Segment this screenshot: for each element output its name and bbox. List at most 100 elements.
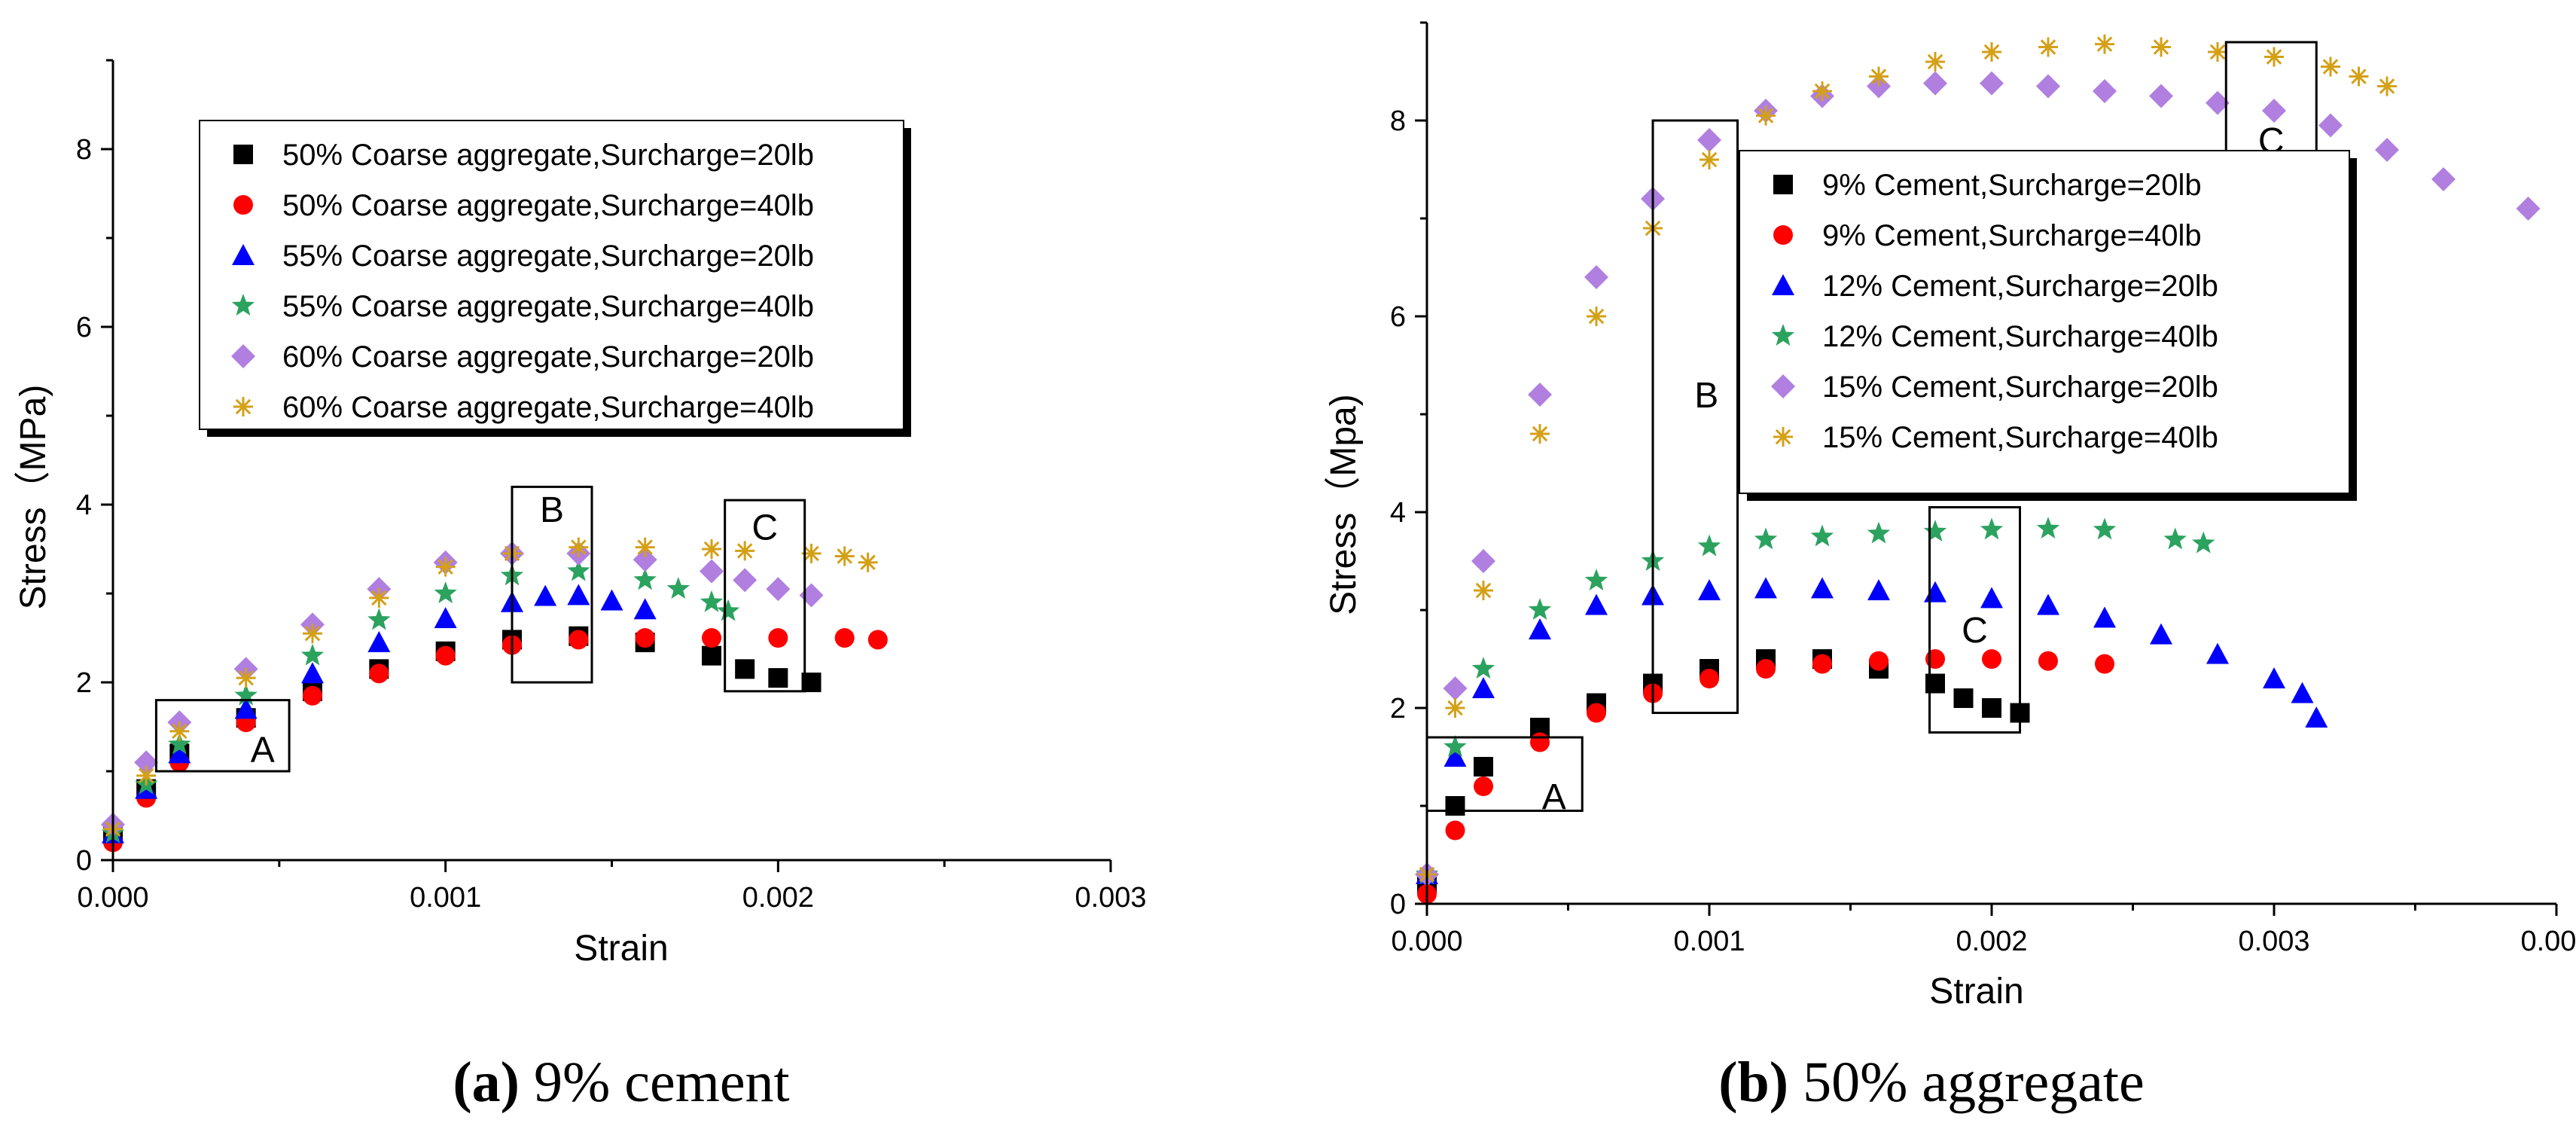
data-point — [2377, 76, 2397, 96]
series-1 — [103, 628, 888, 853]
data-point — [1697, 128, 1721, 152]
region-box-label: A — [251, 731, 275, 770]
data-point — [666, 577, 690, 600]
data-point — [2093, 606, 2116, 628]
data-point — [534, 584, 557, 606]
chart-a-x-axis-title: Strain — [574, 929, 668, 969]
y-tick-label: 4 — [1390, 497, 1406, 529]
data-point — [136, 765, 157, 786]
data-point — [633, 568, 657, 590]
data-point — [1700, 669, 1719, 688]
x-tick-label: 0.002 — [742, 882, 814, 914]
legend-marker — [1772, 274, 1794, 295]
series-0 — [103, 626, 822, 844]
data-point — [799, 583, 824, 608]
data-point — [700, 559, 724, 584]
data-point — [434, 581, 457, 603]
x-tick-label: 0.001 — [1673, 926, 1745, 957]
data-point — [1869, 66, 1889, 87]
data-point — [1982, 649, 2001, 669]
data-point — [2264, 47, 2284, 67]
data-point — [1474, 757, 1493, 777]
y-tick-label: 8 — [1390, 105, 1406, 137]
region-box-label: C — [1962, 611, 1988, 651]
legend-marker — [1771, 374, 1795, 398]
region-box-label: B — [540, 490, 564, 530]
data-point — [435, 645, 456, 666]
region-box — [724, 499, 806, 693]
series-0 — [1417, 649, 2030, 894]
data-point — [2318, 113, 2343, 138]
series-5 — [103, 537, 878, 839]
data-point — [1923, 71, 1947, 96]
data-point — [1587, 703, 1606, 723]
chart-b-x-ticks: 0.000 0.001 0.002 0.003 0.004 — [1391, 904, 2576, 957]
data-point — [1529, 618, 1551, 639]
data-point — [1812, 654, 1832, 674]
data-point — [1980, 517, 2004, 540]
data-point — [1697, 534, 1721, 557]
x-tick-label: 0.001 — [410, 882, 481, 914]
data-point — [2262, 99, 2286, 123]
data-point — [2192, 531, 2215, 554]
chart-a-legend: 50% Coarse aggregate,Surcharge=20lb 50% C… — [199, 120, 911, 437]
data-point — [2321, 56, 2340, 77]
caption-a-text: 9% cement — [520, 1051, 790, 1114]
caption-a: (a) 9% cement — [453, 1051, 789, 1114]
data-point — [1812, 81, 1832, 101]
y-tick-label: 0 — [1390, 889, 1406, 920]
data-point — [1528, 598, 1552, 620]
region-box — [1425, 736, 1584, 812]
chart-b-legend: 9% Cement,Surcharge=20lb 9% Cement,Surcha… — [1739, 150, 2357, 501]
data-point — [1756, 659, 1776, 679]
y-tick-label: 2 — [1390, 693, 1406, 725]
series-1 — [1417, 649, 2114, 904]
data-point — [702, 539, 721, 559]
data-point — [733, 568, 758, 593]
data-point — [1528, 383, 1552, 407]
y-tick-label: 2 — [76, 667, 92, 699]
data-point — [1923, 520, 1947, 542]
data-point — [1474, 777, 1493, 796]
chart-b-y-ticks: 0 2 4 6 8 — [1390, 21, 1427, 920]
legend-marker — [231, 344, 255, 368]
legend-marker — [233, 195, 253, 215]
region-box — [1651, 119, 1739, 714]
legend-label: 12% Cement,Surcharge=40lb — [1822, 320, 2218, 353]
data-point — [1530, 732, 1550, 752]
data-point — [1982, 698, 2001, 718]
x-tick-label: 0.002 — [1956, 926, 2027, 957]
legend-box — [199, 120, 904, 430]
data-point — [2206, 90, 2230, 115]
x-tick-label: 0.003 — [2238, 926, 2309, 957]
data-point — [2263, 667, 2285, 688]
data-point — [2349, 66, 2369, 87]
data-point — [1530, 424, 1550, 444]
data-point — [1587, 307, 1606, 326]
data-point — [1867, 579, 1890, 600]
data-point — [700, 590, 724, 612]
data-point — [2151, 37, 2171, 57]
chart-b-x-axis-title: Strain — [1929, 972, 2023, 1011]
legend-marker — [1773, 427, 1793, 447]
data-point — [301, 662, 324, 684]
data-point — [236, 668, 256, 688]
x-tick-label: 0.000 — [77, 882, 148, 914]
data-point — [1445, 796, 1465, 816]
data-point — [768, 628, 788, 648]
caption-b: (b) 50% aggregate — [1718, 1051, 2145, 1114]
data-point — [2516, 197, 2541, 221]
data-point — [369, 587, 389, 608]
region-box — [511, 485, 593, 684]
data-point — [635, 537, 655, 557]
data-point — [1700, 150, 1719, 169]
data-point — [2291, 682, 2314, 703]
data-point — [1443, 676, 1468, 700]
data-point — [702, 645, 721, 666]
data-point — [2037, 593, 2059, 615]
data-point — [735, 541, 755, 561]
data-point — [569, 630, 589, 650]
data-point — [1445, 698, 1465, 718]
